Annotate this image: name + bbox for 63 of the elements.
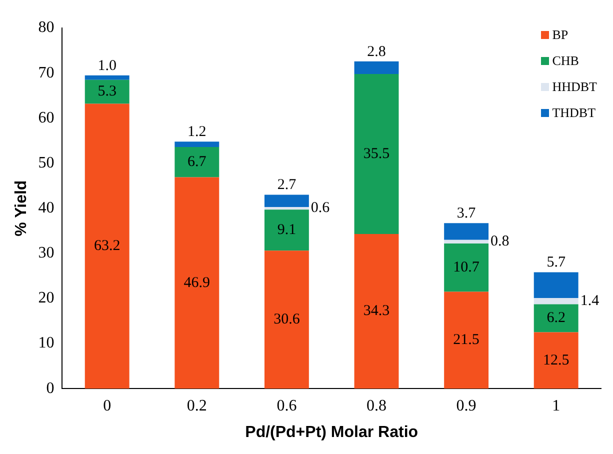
data-label: 63.2 xyxy=(94,238,120,254)
x-tick-label: 0.6 xyxy=(276,397,297,414)
data-label: 6.7 xyxy=(188,154,207,170)
bar xyxy=(534,272,578,298)
data-label: 6.2 xyxy=(546,310,566,326)
legend-label: CHB xyxy=(552,53,579,69)
y-tick-label: 80 xyxy=(38,19,54,36)
y-tick-label: 60 xyxy=(38,109,54,126)
bar xyxy=(534,304,578,332)
bar xyxy=(84,75,130,80)
y-tick-label: 50 xyxy=(38,154,54,172)
x-tick-label: 1 xyxy=(552,397,560,414)
bar xyxy=(354,61,399,74)
bar xyxy=(84,104,130,389)
bar xyxy=(534,332,578,389)
bar xyxy=(264,210,309,251)
data-label: 10.7 xyxy=(453,260,480,276)
data-label: 5.7 xyxy=(546,254,566,271)
y-axis-title: % Yield xyxy=(13,180,30,236)
data-label: 0.6 xyxy=(310,200,330,216)
data-label: 12.5 xyxy=(542,352,570,368)
bar xyxy=(174,147,220,178)
legend-label: THDBT xyxy=(552,105,596,121)
data-label: 1.2 xyxy=(188,124,206,140)
bar xyxy=(264,206,309,210)
x-tick-label: 0.8 xyxy=(366,397,386,414)
legend-label: BP xyxy=(552,27,568,43)
bar xyxy=(354,74,399,234)
data-label: 35.5 xyxy=(363,146,390,162)
data-label: 5.3 xyxy=(98,84,116,100)
bar xyxy=(264,250,309,389)
data-label: 1.0 xyxy=(98,58,116,74)
bar xyxy=(354,234,399,389)
data-label: 2.8 xyxy=(367,44,386,60)
data-label: 9.1 xyxy=(277,222,296,238)
data-label: 2.7 xyxy=(277,177,297,194)
bar xyxy=(264,194,309,207)
bar xyxy=(534,298,578,304)
bar xyxy=(444,243,489,292)
data-label: 1.4 xyxy=(580,293,600,310)
data-label: 3.7 xyxy=(456,206,476,222)
bar xyxy=(174,177,220,389)
y-tick-label: 30 xyxy=(38,244,54,262)
y-tick-label: 40 xyxy=(38,200,54,217)
data-label: 46.9 xyxy=(184,274,210,291)
legend-label: HHDBT xyxy=(552,79,597,95)
bar xyxy=(444,223,489,240)
x-tick-label: 0.2 xyxy=(186,397,207,414)
x-axis-title: Pd/(Pd+Pt) Molar Ratio xyxy=(245,424,418,441)
bar xyxy=(444,240,489,244)
x-tick-label: 0 xyxy=(103,397,112,414)
data-label: 34.3 xyxy=(363,303,390,320)
x-tick-label: 0.9 xyxy=(456,397,476,414)
bar xyxy=(444,292,489,389)
y-tick-label: 0 xyxy=(46,380,54,397)
data-label: 0.8 xyxy=(490,234,510,250)
bar xyxy=(84,80,130,104)
y-tick-label: 70 xyxy=(38,64,54,82)
data-label: 21.5 xyxy=(453,332,480,348)
y-tick-label: 10 xyxy=(38,334,54,352)
data-label: 30.6 xyxy=(274,312,300,328)
bar xyxy=(174,142,220,147)
y-tick-label: 20 xyxy=(38,290,54,307)
